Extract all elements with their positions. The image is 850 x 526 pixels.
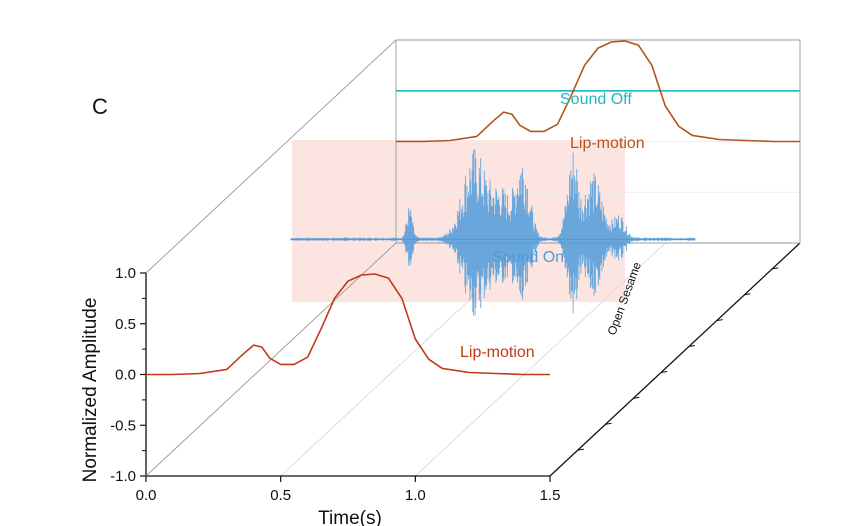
z-tick-mark-5 (688, 345, 695, 348)
z-tick-mark-4 (661, 370, 668, 373)
floor-grid-line-1 (414, 242, 666, 477)
z-tick-mark-7 (744, 293, 751, 296)
series-label-middle-0: Sound On (492, 249, 564, 266)
x-tick-label-0: 0.0 (136, 487, 157, 504)
series-layer (146, 40, 800, 376)
label-layer: -1.0 -0.5 0.0 0.5 1.0 0.0 0.5 1.0 1.5 Lip-motion S… (110, 91, 645, 504)
series-label-back-1: Lip-motion (570, 135, 645, 152)
series-label-back-0: Sound Off (560, 91, 632, 108)
z-tick-mark-6 (716, 319, 723, 322)
y-tick-label-1: -0.5 (110, 417, 136, 434)
series-back-1 (396, 40, 800, 143)
frame-edge-3 (145, 39, 397, 274)
y-tick-label-4: 1.0 (115, 265, 136, 282)
z-tick-mark-2 (605, 422, 612, 425)
series-label-front-0: Lip-motion (460, 344, 535, 361)
frame-edge-4 (549, 242, 801, 477)
y-tick-label-3: 0.5 (115, 316, 136, 333)
series-front-0 (146, 273, 550, 376)
floor-grid-line-0 (280, 242, 532, 477)
x-axis-title: Time(s) (318, 508, 382, 526)
z-tick-mark-3 (633, 396, 640, 399)
panel-label: C (92, 94, 108, 119)
x-tick-label-1: 0.5 (270, 487, 291, 504)
z-tick-mark-8 (772, 267, 779, 270)
x-tick-label-2: 1.0 (405, 487, 426, 504)
tick-layer (140, 267, 779, 482)
y-tick-label-2: 0.0 (115, 367, 136, 384)
x-tick-label-3: 1.5 (540, 487, 561, 504)
z-tick-mark-1 (577, 448, 584, 451)
y-tick-label-0: -1.0 (110, 468, 136, 485)
y-axis-title: Normalized Amplitude (80, 298, 101, 483)
